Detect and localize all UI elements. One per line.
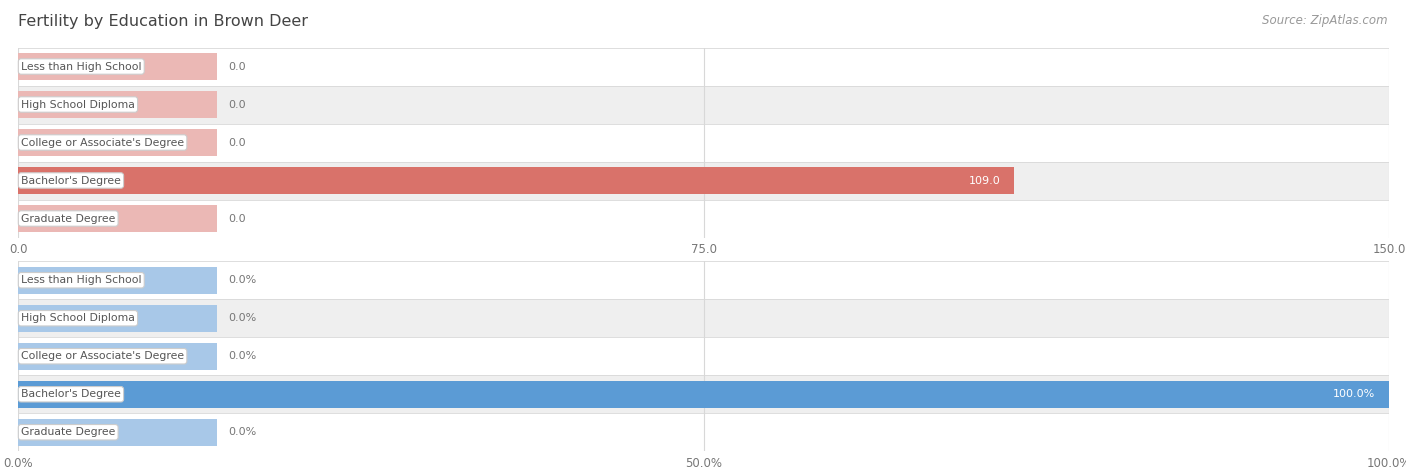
- Text: 0.0%: 0.0%: [228, 313, 256, 323]
- Text: Less than High School: Less than High School: [21, 61, 142, 72]
- Text: 0.0: 0.0: [228, 213, 246, 224]
- Bar: [18, 304, 217, 332]
- Text: 0.0%: 0.0%: [228, 275, 256, 285]
- Text: Less than High School: Less than High School: [21, 275, 142, 285]
- Bar: [18, 261, 1389, 299]
- Text: 100.0%: 100.0%: [1333, 389, 1375, 399]
- Bar: [18, 129, 217, 156]
- Text: High School Diploma: High School Diploma: [21, 313, 135, 323]
- Bar: [18, 380, 1389, 408]
- Text: Bachelor's Degree: Bachelor's Degree: [21, 389, 121, 399]
- Bar: [18, 418, 217, 446]
- Bar: [18, 413, 1389, 451]
- Bar: [18, 86, 1389, 124]
- Bar: [18, 124, 1389, 162]
- Bar: [18, 337, 1389, 375]
- Text: 0.0: 0.0: [228, 99, 246, 110]
- Bar: [18, 205, 217, 232]
- Text: Graduate Degree: Graduate Degree: [21, 427, 115, 437]
- Bar: [18, 48, 1389, 86]
- Bar: [18, 342, 217, 370]
- Bar: [18, 266, 217, 294]
- Text: College or Associate's Degree: College or Associate's Degree: [21, 351, 184, 361]
- Bar: [18, 53, 217, 80]
- Text: 0.0: 0.0: [228, 137, 246, 148]
- Text: Bachelor's Degree: Bachelor's Degree: [21, 175, 121, 186]
- Text: High School Diploma: High School Diploma: [21, 99, 135, 110]
- Bar: [18, 299, 1389, 337]
- Bar: [18, 167, 1015, 194]
- Bar: [18, 375, 1389, 413]
- Text: College or Associate's Degree: College or Associate's Degree: [21, 137, 184, 148]
- Text: Fertility by Education in Brown Deer: Fertility by Education in Brown Deer: [18, 14, 308, 29]
- Text: 0.0%: 0.0%: [228, 427, 256, 437]
- Bar: [18, 91, 217, 118]
- Text: Graduate Degree: Graduate Degree: [21, 213, 115, 224]
- Bar: [18, 200, 1389, 238]
- Text: Source: ZipAtlas.com: Source: ZipAtlas.com: [1263, 14, 1388, 27]
- Text: 0.0%: 0.0%: [228, 351, 256, 361]
- Bar: [18, 162, 1389, 199]
- Text: 0.0: 0.0: [228, 61, 246, 72]
- Text: 109.0: 109.0: [969, 175, 1001, 186]
